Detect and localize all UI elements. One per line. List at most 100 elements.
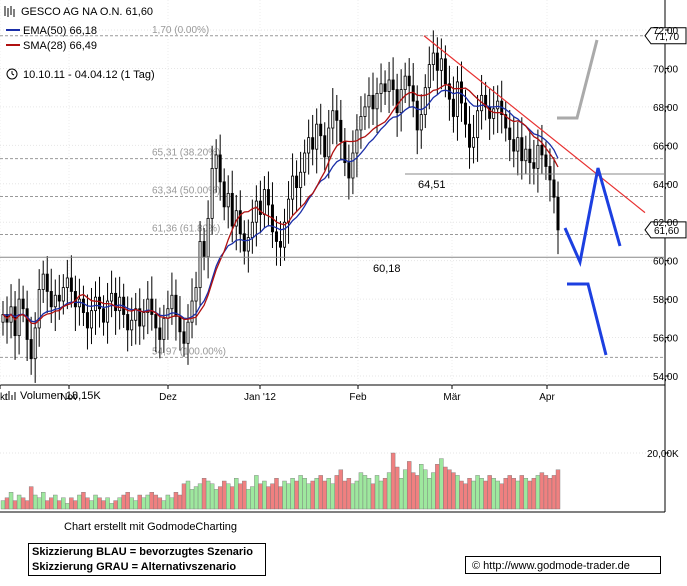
instrument-label: GESCO AG NA O.N. 61,60 — [21, 6, 153, 18]
candle-up — [53, 294, 57, 308]
volume-bar-up — [105, 497, 110, 510]
candle-up — [33, 327, 37, 360]
y-tick-label: 60,00 — [653, 257, 678, 268]
candle-down — [395, 89, 399, 114]
candle-down — [69, 277, 73, 292]
candle-up — [61, 287, 65, 302]
candle-up — [262, 189, 266, 215]
candle-up — [476, 110, 480, 139]
volume-bar-up — [141, 497, 146, 510]
volume-bar-down — [487, 475, 492, 510]
candle-down — [114, 292, 118, 312]
volume-bar-down — [382, 478, 388, 510]
volume-bar-down — [310, 480, 315, 510]
volume-bar-down — [531, 478, 537, 510]
volume-bar-up — [32, 494, 38, 510]
candle-up — [379, 83, 383, 94]
candle-down — [443, 58, 447, 85]
volume-bar-down — [459, 480, 464, 510]
candle-up — [166, 308, 170, 319]
fib-label: 63,34 (50.00%) — [152, 185, 220, 196]
volume-bar-down — [346, 478, 352, 510]
candle-down — [45, 273, 49, 292]
volume-bar-down — [511, 478, 516, 510]
clock-icon — [6, 68, 18, 80]
volume-bar-up — [145, 494, 150, 510]
candle-up — [423, 87, 427, 115]
volume-bar-down — [49, 497, 54, 510]
volume-bar-down — [73, 500, 78, 510]
volume-bar-down — [443, 466, 448, 510]
y-tick-label: 56,00 — [653, 334, 678, 345]
y-tick-label: 62,00 — [653, 218, 678, 229]
candle-down — [174, 294, 178, 317]
candle-down — [528, 148, 532, 164]
candle-down — [218, 154, 222, 183]
volume-bar-up — [262, 480, 267, 510]
candle-down — [391, 79, 395, 90]
candle-down — [347, 162, 351, 179]
volume-bar-up — [286, 483, 291, 510]
candle-down — [311, 137, 315, 150]
candle-up — [106, 300, 110, 323]
candles — [1, 30, 560, 383]
candle-down — [138, 308, 142, 327]
candle-up — [226, 192, 230, 208]
volume-bar-up — [326, 478, 331, 510]
volume-bar-down — [278, 486, 283, 510]
volume-bar-down — [463, 483, 468, 510]
fib-label: 65,31 (38.20%) — [152, 148, 220, 159]
y-tick-label: 58,00 — [653, 295, 678, 306]
candle-up — [283, 221, 287, 248]
volume-bar-down — [238, 483, 243, 510]
candle-down — [335, 110, 339, 121]
candle-down — [258, 200, 262, 215]
x-tick-label: Nov — [60, 392, 78, 403]
candles-icon — [4, 6, 15, 17]
candle-down — [319, 123, 323, 137]
volume-icon — [5, 391, 16, 400]
fib-label: 54,97 (100.00%) — [152, 346, 226, 357]
candle-down — [532, 162, 536, 169]
volume-bar-down — [4, 497, 10, 510]
volume-bar-down — [101, 500, 106, 510]
scenario-gray-text: Skizzierung GRAU = Alternativszenario — [32, 561, 237, 573]
candle-down — [158, 327, 162, 340]
candle-down — [81, 298, 85, 313]
volume-bar-down — [81, 492, 86, 510]
candle-down — [512, 139, 516, 152]
volume-bar-down — [242, 480, 247, 510]
candle-down — [102, 308, 106, 323]
volume-bar-down — [555, 469, 561, 510]
volume-bar-down — [69, 497, 74, 510]
support-label-64: 64,51 — [418, 179, 446, 191]
candle-up — [254, 200, 258, 223]
price-badge: 71,70 — [644, 27, 687, 45]
candle-down — [435, 52, 439, 71]
candle-up — [210, 167, 214, 219]
copyright-link[interactable]: © http://www.godmode-trader.de — [465, 556, 661, 574]
x-tick-label: Apr — [539, 392, 555, 403]
candle-down — [459, 81, 463, 104]
candle-down — [415, 100, 419, 131]
volume-bar-down — [451, 472, 456, 510]
volume-bar-up — [471, 480, 476, 510]
volume-bar-up — [0, 500, 6, 510]
volume-bar-down — [121, 494, 126, 510]
candle-up — [403, 75, 407, 90]
candle-up — [118, 296, 122, 312]
volume-bar-up — [77, 494, 82, 510]
volume-bar-down — [85, 497, 90, 510]
candle-up — [130, 319, 134, 331]
volume-bar-down — [173, 492, 179, 510]
candle-up — [214, 154, 218, 169]
volume-bar-down — [467, 478, 472, 510]
volume-bar-down — [370, 483, 376, 510]
candle-up — [387, 79, 391, 92]
volume-bar-up — [479, 478, 484, 510]
candle-up — [1, 314, 5, 323]
candle-down — [339, 119, 343, 142]
volume-bar-down — [411, 472, 416, 510]
candle-down — [182, 331, 186, 344]
candle-up — [146, 298, 150, 313]
